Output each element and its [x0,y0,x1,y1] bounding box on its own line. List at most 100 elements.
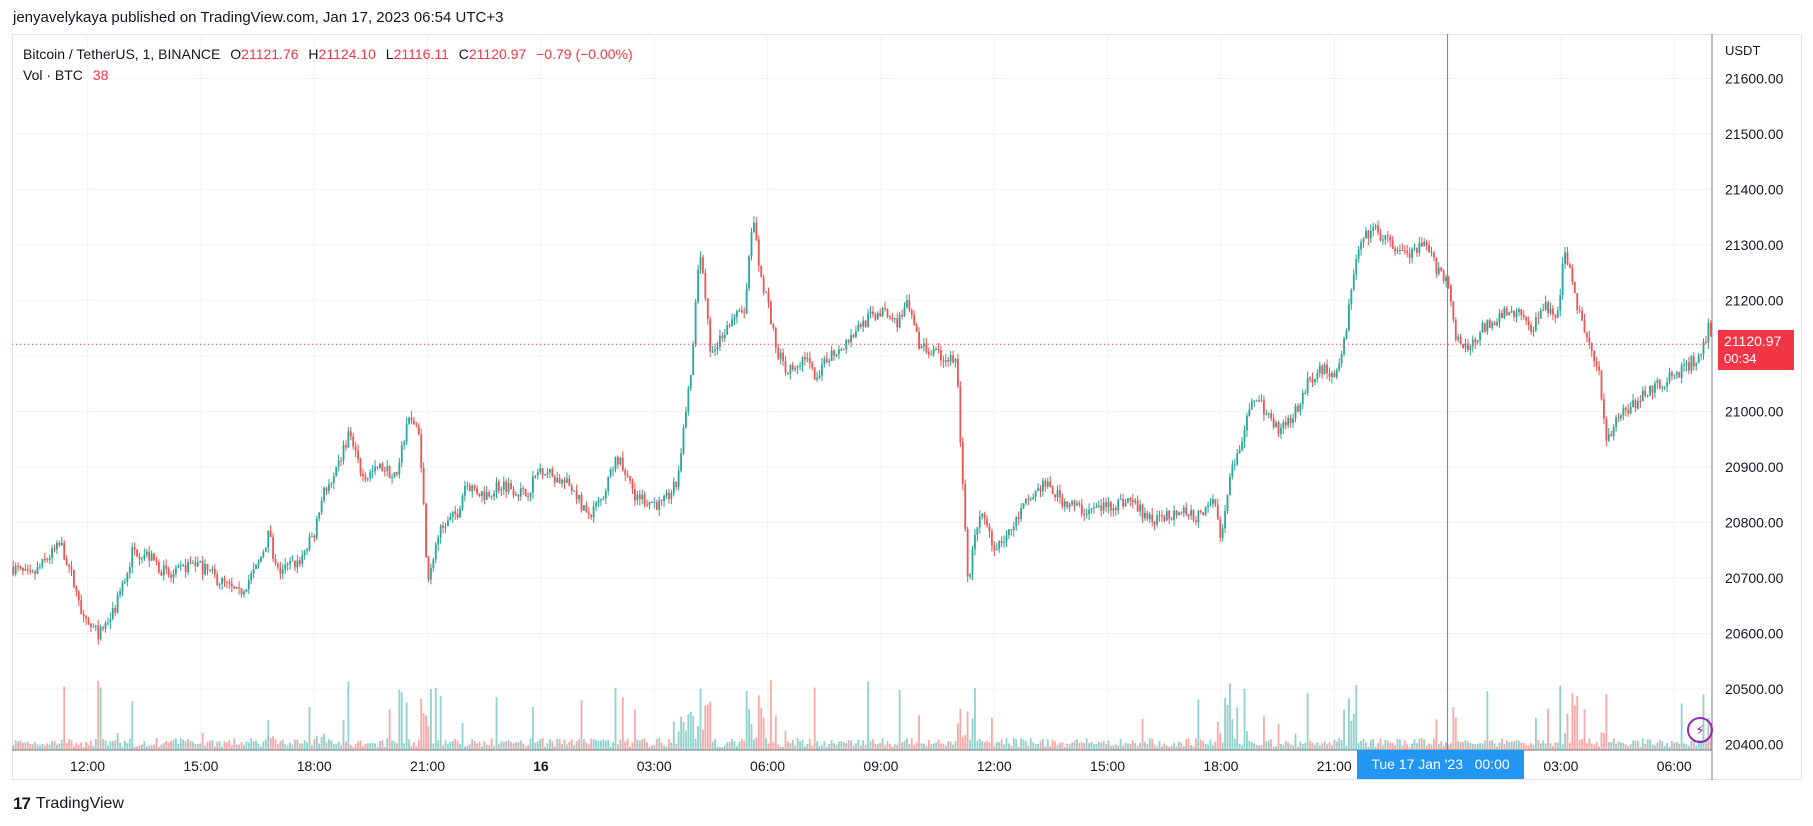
volume-bar [213,746,216,750]
volume-bar [1219,732,1222,750]
candle-body [512,489,515,496]
volume-bar [1508,741,1511,750]
candle-body [1399,249,1401,251]
volume-bar [1401,745,1404,750]
volume-bar [507,740,510,750]
volume-bar [901,742,903,750]
volume-bar [362,746,364,750]
candle-body [935,348,937,350]
volume-bar [43,745,46,750]
volume-bar [539,739,542,750]
volume-bar [102,739,104,750]
candle-body [658,500,661,510]
volume-bar [527,745,529,750]
candle-body [228,581,231,584]
volume-bar [1411,743,1413,750]
candle-body [483,491,486,500]
volume-bar [1022,739,1025,750]
price-tick-label: 21000.00 [1725,403,1784,419]
lightning-icon[interactable]: ⚡ [1687,717,1713,743]
candle-body [1692,356,1695,367]
candle-body [1250,401,1253,410]
candle-body [252,568,255,574]
volume-bar [808,738,811,750]
volume-bar [672,721,675,750]
candle-body [1690,356,1693,371]
candle-body [1229,476,1231,496]
candle-body [1508,312,1511,316]
candle-body [500,489,503,491]
candle-body [1054,494,1056,498]
volume-bar [359,740,362,750]
volume-bar [1661,741,1664,750]
volume-bar [1141,718,1144,750]
candle-body [235,587,238,589]
candle-body [85,616,87,619]
candle-body [1435,257,1438,274]
candle-body [886,309,889,317]
candle-body [1253,400,1256,402]
candle-body [1178,512,1180,516]
volume-bar [998,742,1001,750]
candle-body [981,513,984,517]
volume-bar [646,742,648,750]
candle-body [347,431,350,448]
volume-bar [898,690,901,750]
volume-bar [1491,740,1494,750]
tradingview-branding[interactable]: 17 TradingView [13,794,124,814]
volume-bar [641,739,644,750]
volume-bar [160,744,163,750]
candle-body [43,559,46,561]
volume-bar [522,743,525,750]
volume-bar [1644,743,1647,750]
candle-body [456,513,459,518]
candle-body [502,481,505,490]
volume-bar [1190,745,1192,750]
volume-bar [85,741,87,750]
candle-body [1527,321,1530,325]
candle-body [296,560,299,568]
volume-bar [1066,743,1069,750]
last-price-tag: 21120.97 00:34 [1718,330,1794,370]
volume-bar [505,741,508,750]
candle-body [284,564,287,570]
volume-bar [1450,743,1452,750]
candle-body [845,339,848,350]
candle-body [1486,319,1489,332]
price-tick-label: 21600.00 [1725,70,1784,86]
volume-bar [119,742,121,750]
candle-body [1255,400,1258,402]
candle-body [1702,341,1705,355]
legend-symbol[interactable]: Bitcoin / TetherUS, 1, BINANCE [23,46,221,62]
candle-body [541,468,544,475]
volume-bar [983,742,986,750]
volume-bar [886,741,889,750]
candle-body [675,481,678,488]
chart-frame[interactable] [12,34,1802,780]
candle-body [1629,406,1632,414]
volume-bar [177,743,180,750]
volume-bar [1148,738,1151,750]
volume-bar [1581,738,1583,750]
volume-bar [978,739,981,750]
legend-volume-label[interactable]: Vol · BTC [23,67,83,83]
candle-body [1620,415,1622,419]
candle-body [39,566,41,568]
volume-bar [830,739,833,750]
candle-body [22,567,24,571]
volume-bar [704,705,707,750]
volume-bar [685,730,687,750]
volume-bar [1675,741,1678,750]
volume-bar [422,712,425,750]
candle-body [162,565,165,576]
candle-body [1666,382,1668,387]
candle-body [1323,364,1326,375]
candle-body [437,537,440,545]
volume-bar [493,745,495,750]
volume-bar [675,743,678,750]
candle-body [745,288,748,314]
candle-body [808,357,811,364]
candle-body [177,565,180,568]
candle-body [427,557,430,580]
